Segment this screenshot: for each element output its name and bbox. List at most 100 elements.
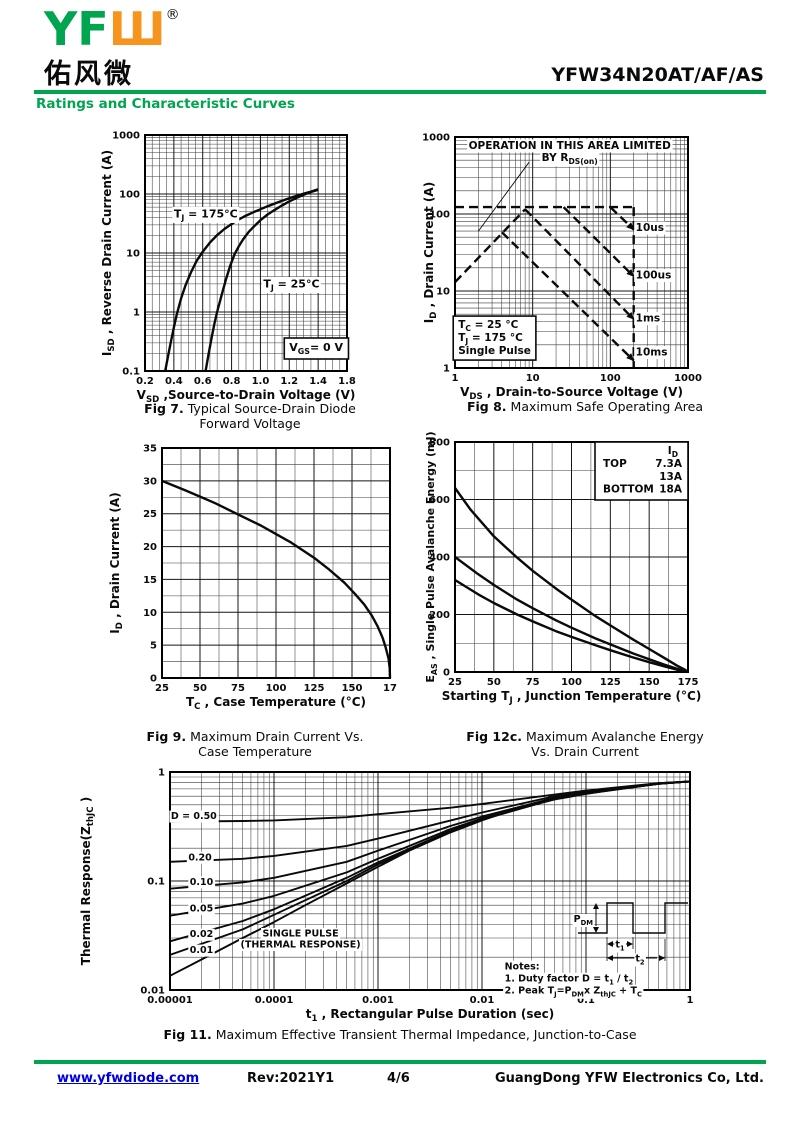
revision-text: Rev:2021Y1 — [247, 1071, 335, 1086]
fig9-caption-line2: Case Temperature — [198, 743, 312, 759]
svg-text:25: 25 — [155, 683, 169, 694]
svg-text:10: 10 — [526, 373, 540, 384]
svg-text:TOP: TOP — [603, 458, 627, 470]
svg-text:0.00001: 0.00001 — [147, 995, 193, 1006]
svg-text:0.02: 0.02 — [190, 929, 213, 940]
fig11-caption-line1: Maximum Effective Transient Thermal Impe… — [215, 1027, 637, 1042]
svg-text:25: 25 — [143, 509, 157, 520]
registered-mark: ® — [165, 7, 180, 23]
svg-text:t1 , Rectangular Pulse Duratio: t1 , Rectangular Pulse Duration (sec) — [306, 1007, 555, 1022]
svg-text:100: 100 — [266, 683, 287, 694]
svg-text:TJ = 175°C: TJ = 175°C — [174, 207, 238, 222]
logo-chinese-name: 佑风微 — [44, 59, 134, 90]
logo-wordmark: YFШ® — [44, 6, 180, 52]
fig12c-caption: Fig 12c. Maximum Avalanche Energy Vs. Dr… — [420, 729, 750, 759]
svg-text:Thermal Response(ZthJC ): Thermal Response(ZthJC ) — [79, 797, 96, 965]
svg-text:EAS , Single Pulse Avalanche E: EAS , Single Pulse Avalanche Energy (mJ) — [424, 431, 439, 682]
svg-text:0.8: 0.8 — [223, 376, 241, 387]
logo-yf: YF — [44, 2, 109, 56]
logo-w-glyph: Ш — [108, 2, 166, 56]
svg-text:TJ = 25°C: TJ = 25°C — [263, 278, 319, 293]
svg-text:10us: 10us — [636, 222, 664, 234]
svg-text:0: 0 — [443, 668, 450, 679]
svg-text:SINGLE PULSE: SINGLE PULSE — [263, 928, 339, 939]
svg-text:10: 10 — [436, 287, 450, 298]
svg-text:13A: 13A — [659, 471, 683, 483]
svg-text:1: 1 — [133, 308, 140, 319]
footer-divider — [34, 1060, 766, 1064]
svg-text:BY RDS(on): BY RDS(on) — [542, 152, 598, 166]
svg-text:1.8: 1.8 — [338, 376, 356, 387]
svg-text:1000: 1000 — [674, 373, 702, 384]
svg-text:10: 10 — [143, 608, 157, 619]
svg-text:1: 1 — [452, 373, 459, 384]
svg-text:1.2: 1.2 — [280, 376, 298, 387]
header-divider — [34, 90, 766, 94]
svg-text:0.01: 0.01 — [190, 945, 213, 956]
svg-text:25: 25 — [448, 677, 462, 688]
svg-text:0.20: 0.20 — [188, 852, 212, 863]
svg-text:0: 0 — [150, 674, 157, 685]
fig12c-caption-line2: Vs. Drain Current — [531, 743, 639, 759]
fig11-chart: 0.00001 0.0001 0.001 0.01 0.1 1 0.01 0.1 1 t1 , R… — [79, 768, 694, 1023]
svg-text:150: 150 — [639, 677, 660, 688]
fig9-caption-line1: Maximum Drain Current Vs. — [190, 729, 364, 744]
svg-text:30: 30 — [143, 476, 157, 487]
svg-text:1ms: 1ms — [636, 313, 661, 325]
svg-text:0.10: 0.10 — [190, 877, 214, 888]
svg-text:100us: 100us — [636, 270, 672, 282]
svg-text:20: 20 — [143, 542, 157, 553]
svg-text:ID: ID — [668, 445, 678, 459]
svg-text:Notes:: Notes: — [505, 961, 540, 972]
svg-text:5: 5 — [150, 641, 157, 652]
svg-text:t1: t1 — [615, 940, 625, 953]
svg-text:1000: 1000 — [112, 131, 140, 142]
company-name: GuangDong YFW Electronics Co, Ltd. — [494, 1071, 764, 1086]
fig8-caption: Fig 8. Maximum Safe Operating Area — [420, 399, 750, 415]
section-title: Ratings and Characteristic Curves — [36, 96, 295, 112]
svg-text:TC , Case Temperature (°C): TC , Case Temperature (°C) — [186, 695, 366, 712]
website-link[interactable]: www.yfwdiode.com — [57, 1071, 200, 1086]
svg-text:1000: 1000 — [422, 133, 450, 144]
svg-text:0.01: 0.01 — [140, 986, 165, 997]
svg-text:50: 50 — [193, 683, 207, 694]
svg-text:100: 100 — [600, 373, 621, 384]
svg-text:TC = 25 °C: TC = 25 °C — [458, 319, 518, 333]
svg-text:1. Duty factor D = t1 / t2: 1. Duty factor D = t1 / t2 — [505, 973, 634, 986]
svg-text:ID , Drain Current (A): ID , Drain Current (A) — [108, 492, 125, 633]
fig7-chart: 0.2 0.4 0.6 0.8 1.0 1.2 1.4 1.8 0.1 1 10 100 1000 VSD… — [100, 131, 356, 406]
svg-text:Single Pulse: Single Pulse — [458, 345, 531, 357]
svg-text:175: 175 — [678, 677, 699, 688]
svg-text:125: 125 — [304, 683, 325, 694]
svg-text:VGS= 0 V: VGS= 0 V — [289, 341, 343, 356]
svg-text:1: 1 — [158, 768, 165, 779]
svg-text:400: 400 — [429, 553, 450, 564]
svg-text:0.1: 0.1 — [577, 995, 595, 1006]
fig9-caption: Fig 9. Maximum Drain Current Vs. Case Te… — [95, 729, 415, 759]
svg-text:0.1: 0.1 — [147, 877, 165, 888]
svg-text:800: 800 — [429, 438, 450, 449]
svg-text:0.01: 0.01 — [470, 995, 495, 1006]
svg-text:BOTTOM: BOTTOM — [603, 484, 654, 496]
svg-text:VSD ,Source-to-Drain Voltage (: VSD ,Source-to-Drain Voltage (V) — [137, 388, 356, 405]
svg-text:1: 1 — [443, 364, 450, 375]
svg-text:0.001: 0.001 — [362, 995, 394, 1006]
fig8-label: Fig 8. — [466, 399, 507, 414]
fig7-caption-line2: Forward Voltage — [199, 415, 301, 431]
svg-text:35: 35 — [143, 444, 157, 455]
svg-text:75: 75 — [526, 677, 540, 688]
svg-text:(THERMAL RESPONSE): (THERMAL RESPONSE) — [241, 939, 361, 950]
svg-text:D = 0.50: D = 0.50 — [171, 811, 217, 822]
fig8-caption-line1: Maximum Safe Operating Area — [510, 399, 704, 414]
svg-text:10ms: 10ms — [636, 347, 668, 359]
svg-text:200: 200 — [429, 610, 450, 621]
svg-text:17: 17 — [383, 683, 397, 694]
fig9-label: Fig 9. — [146, 729, 187, 744]
svg-text:75: 75 — [231, 683, 245, 694]
svg-text:TJ = 175 °C: TJ = 175 °C — [458, 332, 523, 346]
fig7-caption: Fig 7. Typical Source-Drain Diode Forwar… — [95, 401, 405, 431]
svg-text:0.05: 0.05 — [190, 904, 213, 915]
svg-text:1.0: 1.0 — [252, 376, 270, 387]
svg-text:2. Peak TJ=PDMx ZthJC + TC: 2. Peak TJ=PDMx ZthJC + TC — [505, 985, 642, 998]
